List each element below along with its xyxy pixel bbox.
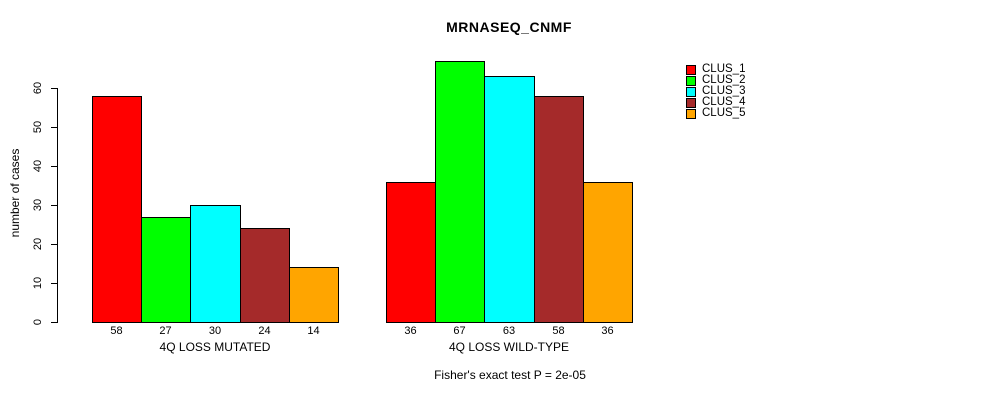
- bar-value-label: 27: [159, 325, 172, 337]
- y-tick: [51, 322, 58, 323]
- y-tick: [51, 205, 58, 206]
- bar-clus_4: [240, 228, 290, 323]
- bar-value-label: 24: [258, 325, 271, 337]
- y-tick-label: 10: [32, 276, 44, 290]
- x-group-label: 4Q LOSS WILD-TYPE: [448, 340, 570, 354]
- y-tick-label: 0: [32, 318, 44, 326]
- y-tick-label: 30: [32, 198, 44, 212]
- legend-item: CLUS_3: [686, 85, 746, 97]
- bar-clus_5: [583, 182, 633, 323]
- bar-clus_3: [190, 205, 241, 323]
- legend-item: CLUS_4: [686, 96, 746, 108]
- y-tick-label: 40: [32, 159, 44, 173]
- bar-value-label: 58: [110, 325, 123, 337]
- y-tick: [51, 88, 58, 89]
- bar-value-label: 63: [502, 325, 516, 337]
- legend-item: CLUS_2: [686, 74, 746, 86]
- footnote: Fisher's exact test P = 2e-05: [434, 368, 586, 382]
- y-tick: [51, 283, 58, 284]
- legend-label: CLUS_5: [702, 107, 746, 119]
- x-group-label: 4Q LOSS MUTATED: [159, 340, 271, 354]
- legend-swatch: [686, 97, 696, 108]
- legend-label: CLUS_3: [702, 85, 746, 97]
- bar-clus_2: [435, 61, 485, 323]
- bar-value-label: 36: [404, 325, 417, 337]
- bar-clus_1: [92, 96, 142, 323]
- y-tick: [51, 244, 58, 245]
- bar-value-label: 14: [307, 325, 320, 337]
- legend-swatch: [686, 86, 696, 97]
- y-axis-label: number of cases: [8, 148, 22, 238]
- legend-swatch: [686, 75, 696, 86]
- y-tick-label: 20: [32, 237, 44, 251]
- y-tick: [51, 127, 58, 128]
- legend-label: CLUS_4: [702, 96, 746, 108]
- bar-value-label: 67: [453, 325, 466, 337]
- legend-label: CLUS_2: [702, 74, 746, 86]
- y-tick-label: 60: [32, 81, 44, 95]
- bar-clus_4: [534, 96, 584, 323]
- legend-item: CLUS_5: [686, 107, 746, 119]
- chart-title: MRNASEQ_CNMF: [446, 19, 572, 35]
- bar-value-label: 36: [601, 325, 614, 337]
- y-tick-label: 50: [32, 120, 44, 134]
- bar-value-label: 58: [552, 325, 565, 337]
- legend-swatch: [686, 108, 696, 119]
- bar-clus_2: [141, 217, 191, 323]
- legend-item: CLUS_1: [686, 63, 746, 75]
- y-tick: [51, 166, 58, 167]
- legend-label: CLUS_1: [702, 63, 746, 75]
- bar-value-label: 30: [208, 325, 222, 337]
- bar-clus_3: [484, 76, 535, 323]
- legend-swatch: [686, 64, 696, 75]
- bar-clus_5: [289, 267, 339, 323]
- bar-clus_1: [386, 182, 436, 323]
